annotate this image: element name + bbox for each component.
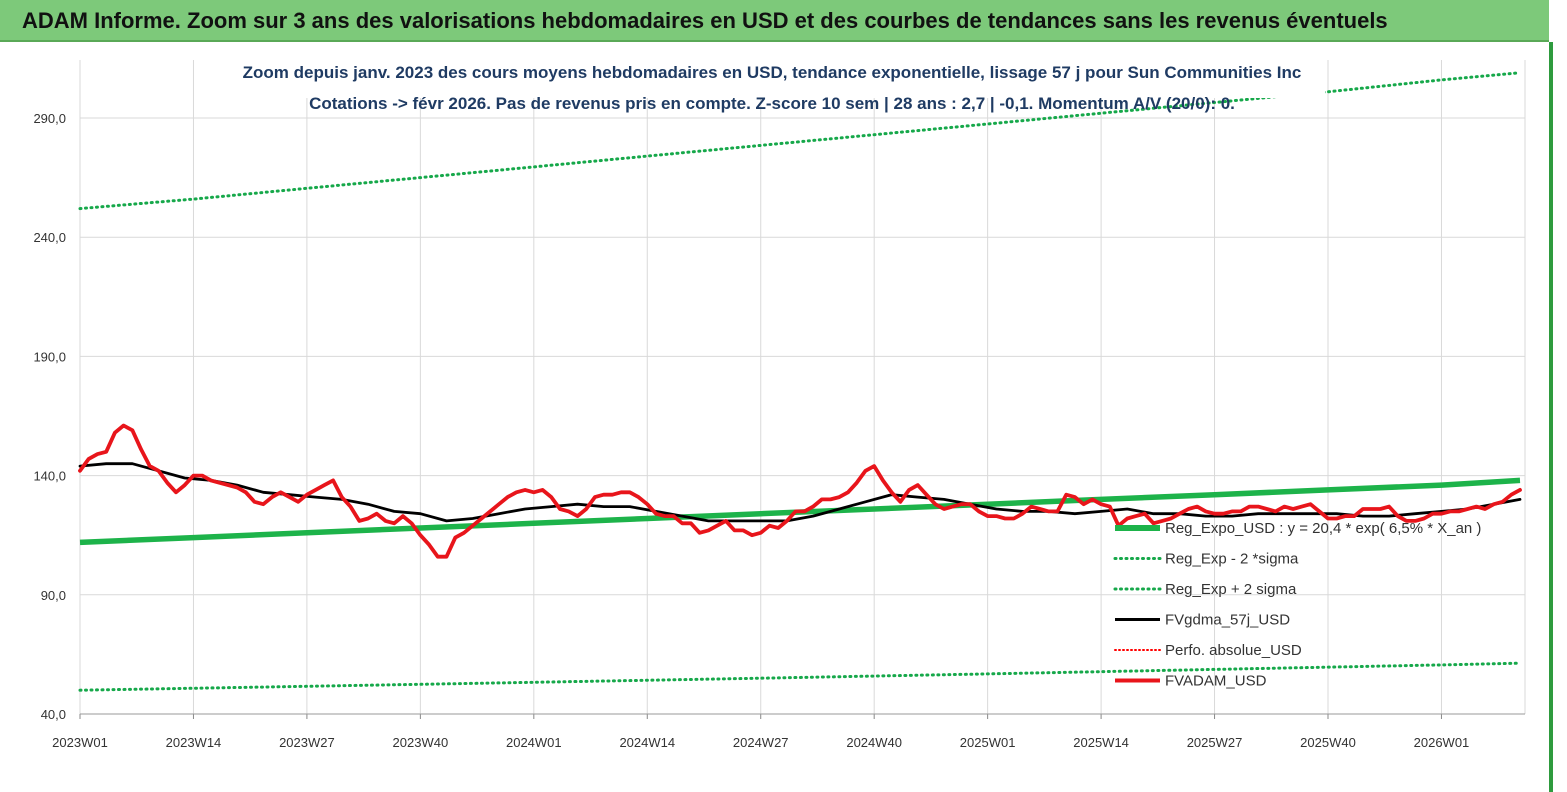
x-tick-label: 2025W27 [1187,735,1243,750]
x-tick-label: 2023W27 [279,735,335,750]
legend-label: Reg_Exp + 2 sigma [1165,581,1297,598]
x-tick-label: 2024W40 [846,735,902,750]
chart-subtitle: Cotations -> févr 2026. Pas de revenus p… [309,94,1235,113]
y-tick-label: 240,0 [33,230,66,245]
series-lines [78,71,1522,692]
x-tick-label: 2023W01 [52,735,108,750]
chart-title: Zoom depuis janv. 2023 des cours moyens … [243,63,1302,82]
page-title: ADAM Informe. Zoom sur 3 ans des valoris… [0,0,1549,42]
gridlines [79,60,1526,714]
x-axis-ticks: 2023W01 2023W14 2023W27 2023W40 2024W01 2024W… [52,714,1469,750]
legend-label: FVADAM_USD [1165,673,1267,690]
series-line-1 [78,661,1522,692]
legend-label: Perfo. absolue_USD [1165,642,1302,659]
y-tick-label: 90,0 [41,588,66,603]
legend-label: FVgdma_57j_USD [1165,612,1290,629]
legend: Reg_Expo_USD : y = 20,4 * exp( 6,5% * X_… [1113,520,1481,690]
series-line-4 [78,423,1522,559]
y-axis-ticks: 290,0 240,0 190,0 140,0 90,0 40,0 [33,111,66,722]
x-tick-label: 2023W14 [166,735,222,750]
x-tick-label: 2025W01 [960,735,1016,750]
y-tick-label: 290,0 [33,111,66,126]
series-line-0 [79,477,1521,546]
x-tick-label: 2025W40 [1300,735,1356,750]
x-tick-label: 2026W01 [1414,735,1470,750]
y-tick-label: 140,0 [33,469,66,484]
y-tick-label: 190,0 [33,349,66,364]
legend-label: Reg_Expo_USD : y = 20,4 * exp( 6,5% * X_… [1165,520,1481,537]
series-line-3 [78,462,1522,523]
x-tick-label: 2024W14 [619,735,675,750]
x-tick-label: 2024W27 [733,735,789,750]
legend-label: Reg_Exp - 2 *sigma [1165,551,1299,568]
right-border [1549,42,1553,792]
subtitle-background [235,44,1325,98]
x-tick-label: 2024W01 [506,735,562,750]
x-tick-label: 2025W14 [1073,735,1129,750]
y-tick-label: 40,0 [41,707,66,722]
x-tick-label: 2023W40 [393,735,449,750]
